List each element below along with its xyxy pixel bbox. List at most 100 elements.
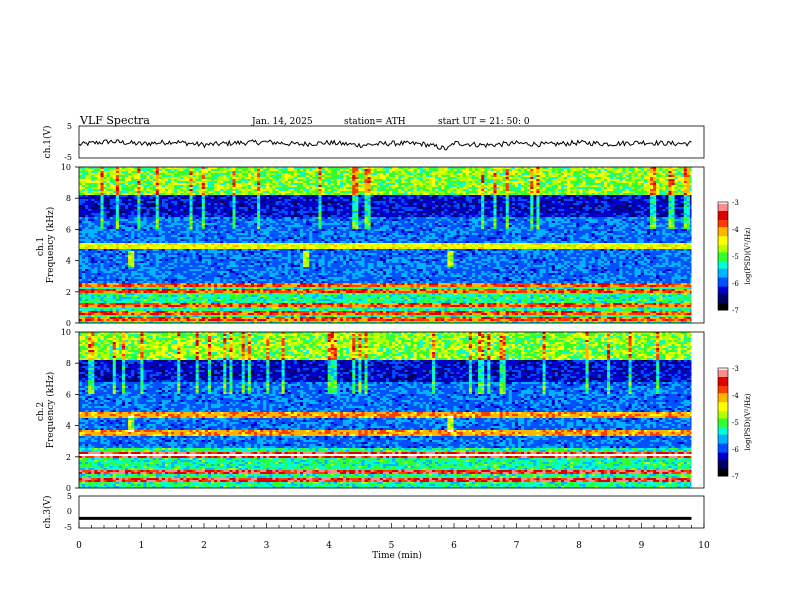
spectrogram-cell [134, 205, 138, 208]
spectrogram-cell [85, 285, 89, 288]
spectrogram-cell [189, 201, 193, 204]
spectrogram-cell [168, 229, 172, 232]
spectrogram-cell [171, 221, 175, 224]
spectrogram-cell [186, 227, 190, 230]
spectrogram-cell [137, 303, 141, 306]
spectrogram-cell [149, 181, 154, 184]
spectrogram-cell [158, 273, 163, 276]
spectrogram-cell [143, 167, 147, 170]
spectrogram-cell [164, 309, 169, 312]
spectrogram-cell [85, 315, 89, 318]
spectrogram-cell [186, 309, 190, 312]
spectrogram-cell [195, 321, 200, 324]
spectrogram-cell [118, 269, 123, 272]
spectrogram-cell [164, 221, 169, 224]
spectrogram-cell [85, 309, 89, 312]
spectrogram-cell [128, 199, 132, 202]
spectrogram-cell [149, 319, 154, 322]
spectrogram-cell [106, 205, 111, 208]
spectrogram-cell [79, 239, 83, 242]
spectrogram-cell [177, 289, 181, 292]
spectrogram-cell [155, 285, 160, 288]
spectrogram-cell [115, 295, 120, 298]
spectrogram-cell [195, 219, 200, 222]
spectrogram-cell [118, 307, 123, 310]
spectrogram-cell [204, 231, 209, 234]
spectrogram-cell [155, 197, 160, 200]
spectrogram-cell [149, 231, 154, 234]
spectrogram-cell [103, 185, 108, 188]
spectrogram-cell [152, 203, 157, 206]
spectrogram-cell [97, 311, 101, 314]
spectrogram-cell [85, 221, 89, 224]
spectrogram-cell [161, 259, 166, 262]
spectrogram-cell [97, 297, 101, 300]
spectrogram-cell [131, 311, 135, 314]
spectrogram-cell [171, 235, 175, 238]
spectrogram-cell [134, 287, 138, 290]
spectrogram-cell [192, 225, 197, 228]
spectrogram-cell [186, 187, 190, 190]
spectrogram-cell [112, 283, 117, 286]
spectrogram-cell [100, 307, 104, 310]
spectrogram-cell [152, 235, 157, 238]
spectrogram-cell [158, 321, 163, 324]
spectrogram-cell [168, 259, 172, 262]
spectrogram-cell [155, 231, 160, 234]
spectrogram-cell [131, 189, 135, 192]
spectrogram-cell [171, 191, 175, 194]
spectrogram-cell [118, 193, 123, 196]
spectrogram-cell [140, 235, 144, 238]
spectrogram-cell [91, 311, 95, 314]
spectrogram-cell [155, 277, 160, 280]
spectrogram-cell [109, 287, 114, 290]
spectrogram-cell [192, 313, 197, 316]
spectrogram-cell [125, 261, 129, 264]
spectrogram-cell [121, 275, 126, 278]
spectrogram-cell [161, 221, 166, 224]
spectrogram-cell [198, 195, 203, 198]
spectrogram-cell [88, 227, 92, 230]
spectrogram-cell [201, 225, 206, 228]
spectrogram-cell [82, 193, 86, 196]
spectrogram-cell [82, 265, 86, 268]
spectrogram-cell [125, 249, 129, 252]
spectrogram-cell [100, 313, 104, 316]
spectrogram-cell [128, 257, 132, 260]
spectrogram-cell [103, 231, 108, 234]
spectrogram-cell [146, 217, 151, 220]
spectrogram-cell [85, 295, 89, 298]
spectrogram-cell [164, 207, 169, 210]
spectrogram-cell [128, 263, 132, 266]
spectrogram-cell [134, 299, 138, 302]
spectrogram-cell [152, 309, 157, 312]
spectrogram-cell [134, 193, 138, 196]
spectrogram-cell [115, 279, 120, 282]
spectrogram-cell [134, 185, 138, 188]
spectrogram-cell [103, 183, 108, 186]
spectrogram-cell [140, 237, 144, 240]
spectrogram-cell [158, 283, 163, 286]
spectrogram-cell [94, 271, 98, 274]
spectrogram-cell [118, 289, 123, 292]
spectrogram-cell [106, 169, 111, 172]
spectrogram-cell [174, 243, 178, 246]
spectrogram-cell [88, 201, 92, 204]
spectrogram-cell [112, 295, 117, 298]
spectrogram-cell [174, 199, 178, 202]
spectrogram-cell [168, 305, 172, 308]
spectrogram-cell [121, 235, 126, 238]
spectrogram-cell [180, 313, 184, 316]
spectrogram-cell [137, 305, 141, 308]
spectrogram-cell [155, 229, 160, 232]
spectrogram-cell [180, 223, 184, 226]
spectrogram-cell [106, 201, 111, 204]
spectrogram-cell [189, 309, 193, 312]
spectrogram-cell [79, 291, 83, 294]
spectrogram-cell [137, 211, 141, 214]
spectrogram-cell [100, 303, 104, 306]
spectrogram-cell [97, 321, 101, 324]
spectrogram-cell [103, 171, 108, 174]
spectrogram-cell [103, 253, 108, 256]
spectrogram-cell [158, 263, 163, 266]
